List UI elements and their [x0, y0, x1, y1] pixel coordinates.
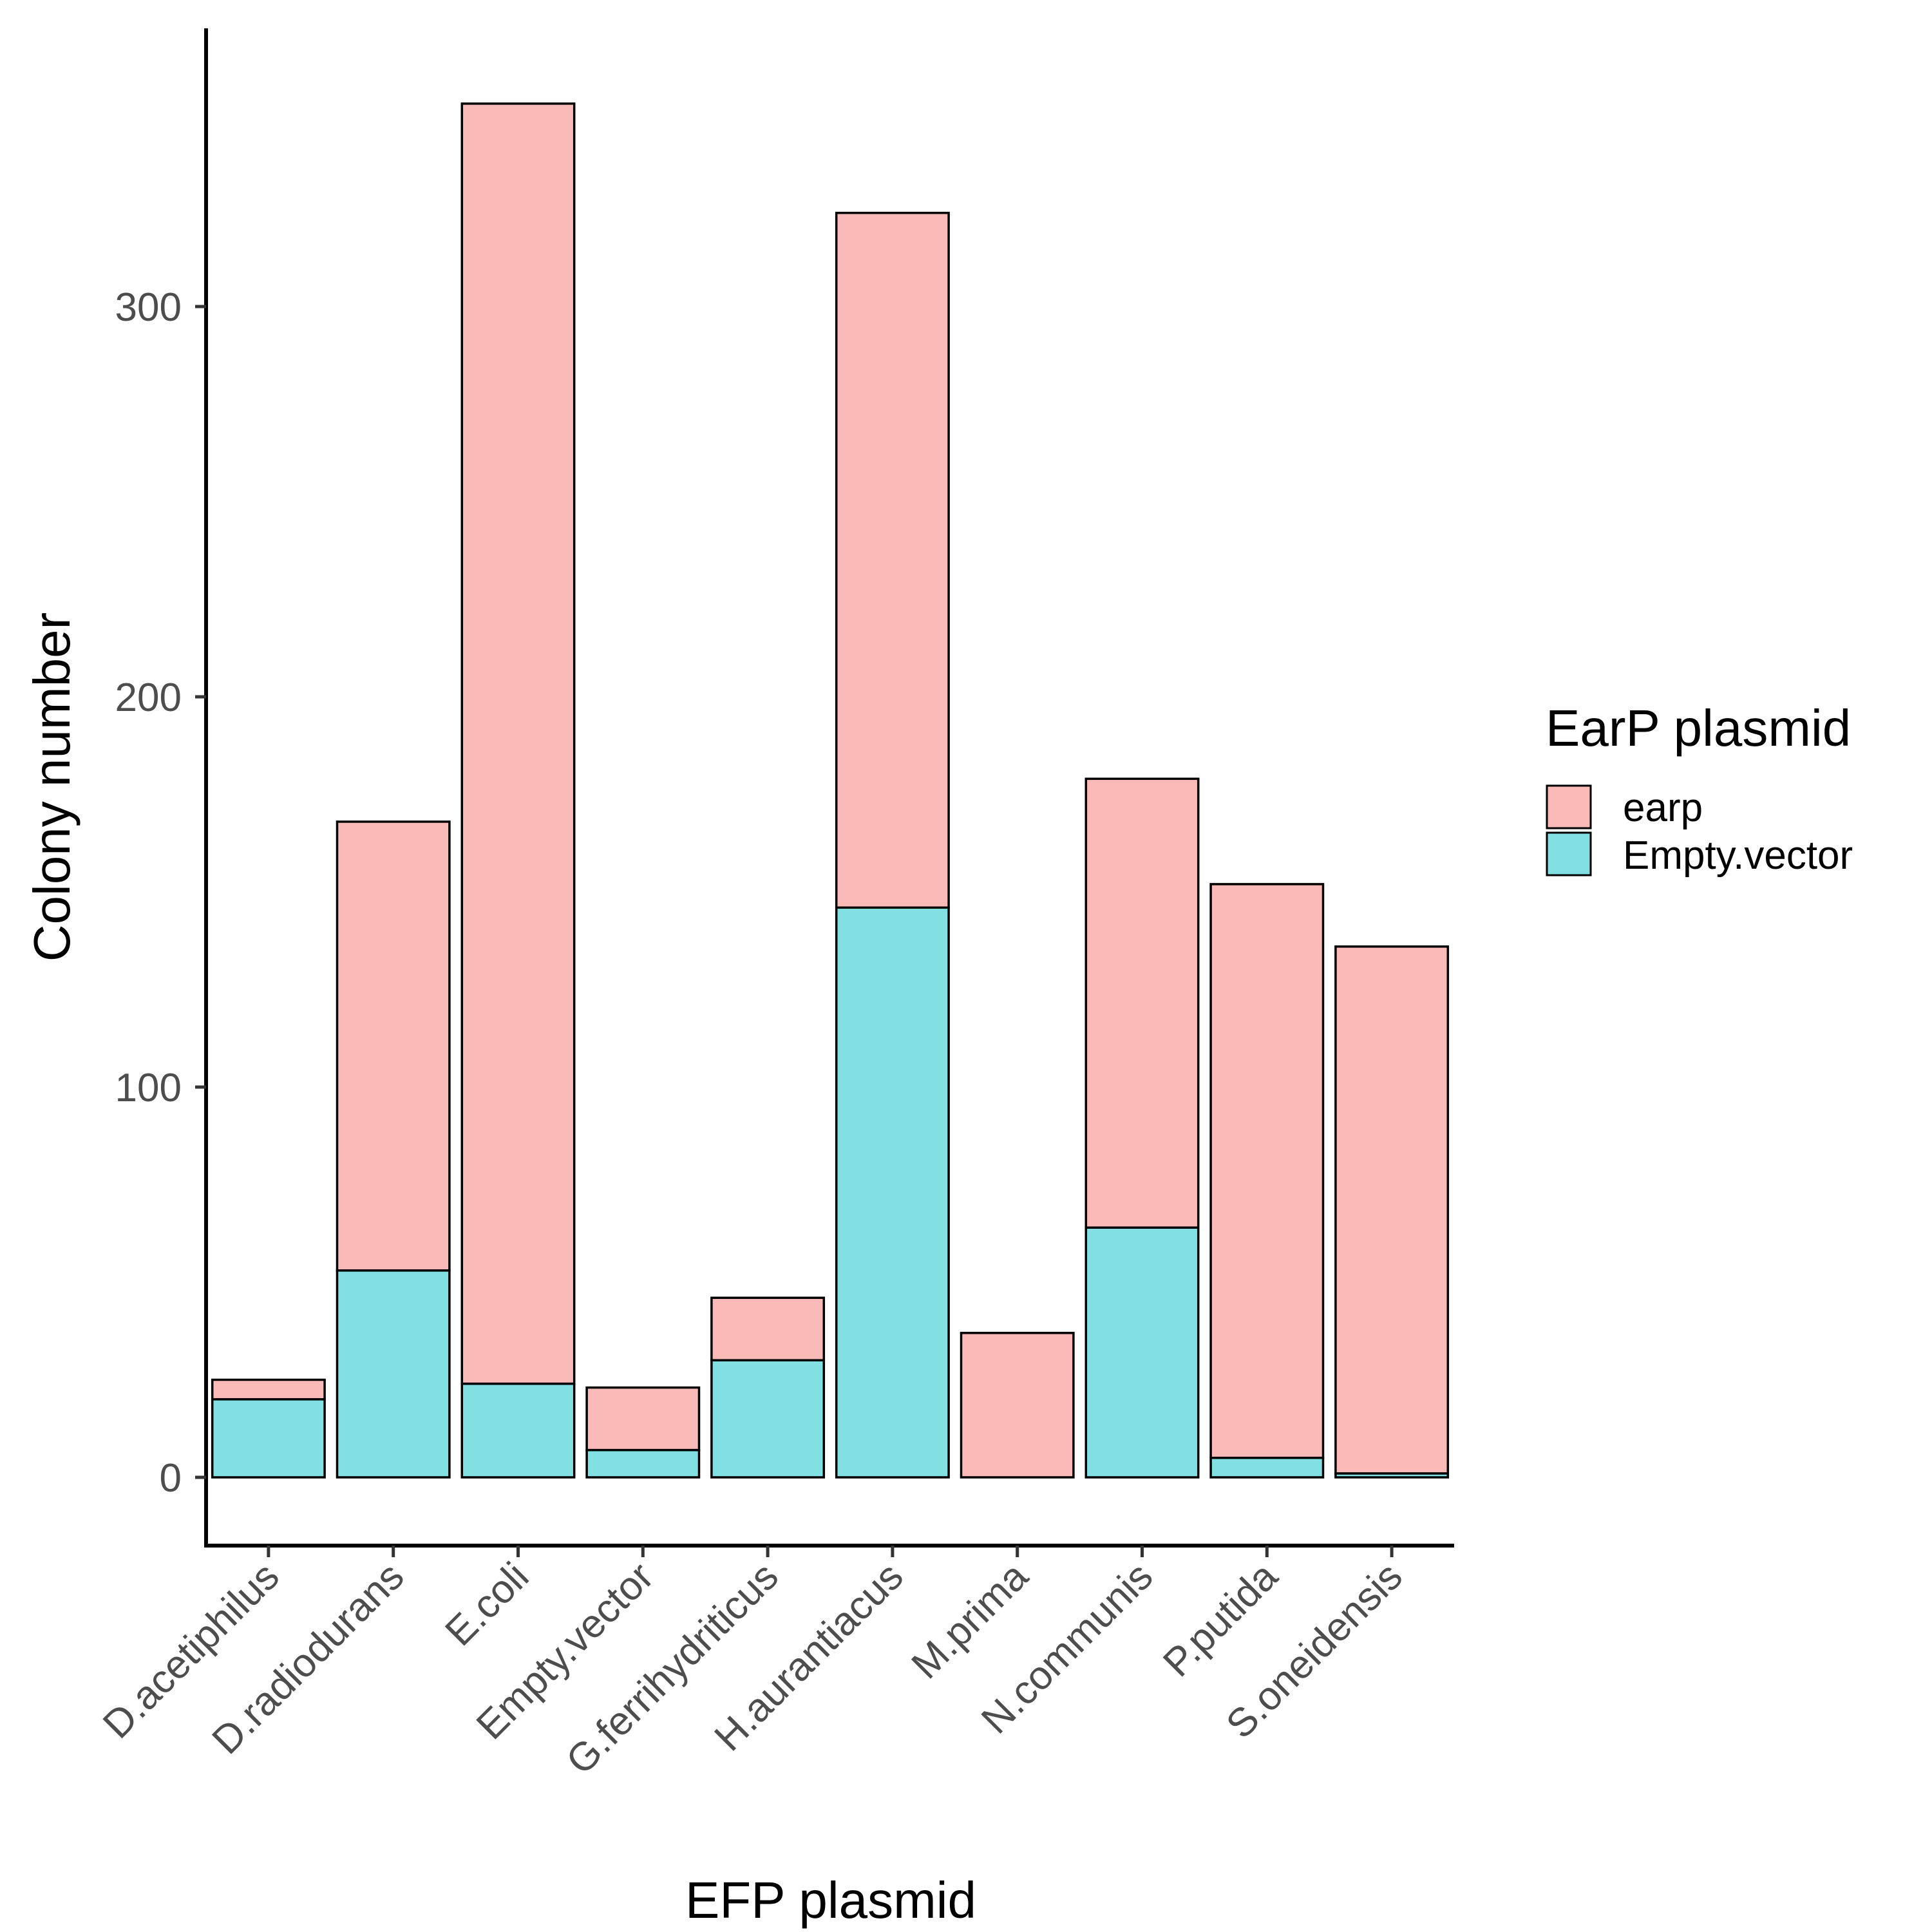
- legend-swatch-earp: [1546, 784, 1592, 829]
- x-tick-label-e-coli: E.coli: [437, 1554, 537, 1654]
- bar-h-aurantiacus-earp: [835, 211, 950, 909]
- legend-label-empty-vector: Empty.vector: [1623, 833, 1853, 878]
- y-ticks-layer: 0 100 200 300: [115, 285, 206, 1501]
- x-axis-title: EFP plasmid: [685, 1871, 976, 1929]
- bar-s-oneidensis-earp: [1334, 945, 1450, 1475]
- bar-d-radiodurans-earp: [336, 820, 451, 1272]
- y-tick-label-300: 300: [115, 285, 182, 330]
- bar-d-radiodurans-empty-vector: [336, 1269, 451, 1479]
- y-tick-label-200: 200: [115, 676, 182, 720]
- legend: EarP plasmid earp Empty.vector: [1546, 699, 1853, 878]
- bar-e-coli-earp: [460, 102, 576, 1385]
- bar-p-putida-empty-vector: [1209, 1456, 1325, 1479]
- bar-n-communis-empty-vector: [1084, 1226, 1200, 1479]
- bars-layer: [211, 102, 1450, 1479]
- x-tick-label-p-putida: P.putida: [1155, 1554, 1286, 1685]
- legend-swatch-empty-vector: [1546, 831, 1592, 876]
- y-tick-label-0: 0: [160, 1456, 182, 1501]
- y-axis-title: Colony number: [23, 612, 80, 962]
- bar-d-acetiphilus-empty-vector: [211, 1398, 326, 1479]
- bar-d-acetiphilus-earp: [211, 1378, 326, 1401]
- x-tick-label-g-ferrihydriticus: G.ferrihydriticus: [558, 1554, 787, 1783]
- bar-g-ferrihydriticus-earp: [710, 1296, 826, 1361]
- bar-e-coli-empty-vector: [460, 1382, 576, 1479]
- bar-g-ferrihydriticus-empty-vector: [710, 1359, 826, 1479]
- bar-n-communis-earp: [1084, 777, 1200, 1229]
- legend-title: EarP plasmid: [1546, 699, 1851, 757]
- legend-label-earp: earp: [1623, 786, 1703, 830]
- bar-h-aurantiacus-empty-vector: [835, 906, 950, 1479]
- bar-empty-vector-empty-vector: [585, 1448, 701, 1479]
- bar-empty-vector-earp: [585, 1386, 701, 1452]
- y-tick-label-100: 100: [115, 1066, 182, 1110]
- bar-p-putida-earp: [1209, 883, 1325, 1459]
- bar-m-prima-earp: [960, 1332, 1075, 1479]
